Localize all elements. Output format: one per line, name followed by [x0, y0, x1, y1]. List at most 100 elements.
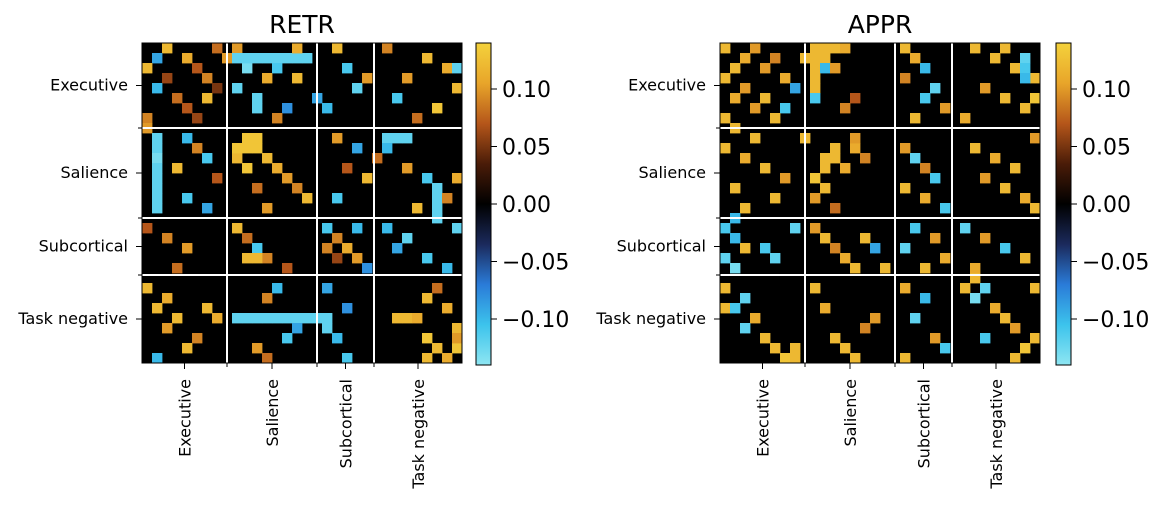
- heatmap-cell: [1000, 313, 1011, 324]
- heatmap-cell: [442, 353, 453, 364]
- heatmap-cell: [242, 233, 253, 244]
- heatmap-cell: [790, 83, 801, 94]
- heatmap-cell: [830, 203, 841, 214]
- heatmap-cell: [212, 43, 223, 54]
- heatmap-cell: [1030, 203, 1041, 214]
- heatmap-cell: [342, 163, 353, 174]
- heatmap-cell: [900, 243, 911, 254]
- heatmap-cell: [142, 283, 153, 294]
- heatmap-cell: [770, 53, 781, 64]
- heatmap-cell: [202, 153, 213, 164]
- heatmap-cell: [770, 253, 781, 264]
- heatmap-cell: [362, 263, 373, 274]
- heatmap-cell: [980, 83, 991, 94]
- heatmap-cell: [152, 303, 163, 314]
- heatmap-cell: [422, 253, 433, 264]
- heatmap-cell: [412, 313, 423, 324]
- heatmap-cell: [152, 153, 163, 164]
- heatmap-cell: [282, 53, 293, 64]
- heatmap-cell: [442, 303, 453, 314]
- heatmap-cell: [282, 313, 293, 324]
- heatmap-cell: [322, 313, 333, 324]
- heatmap-cell: [182, 133, 193, 144]
- heatmap-cell: [432, 193, 443, 204]
- heatmap-cell: [750, 133, 761, 144]
- heatmap-cell: [850, 143, 861, 154]
- heatmap-cell: [342, 353, 353, 364]
- heatmap-cell: [730, 63, 741, 74]
- heatmap-cell: [1000, 93, 1011, 104]
- heatmap-cell: [322, 283, 333, 294]
- heatmap-cell: [252, 93, 263, 104]
- heatmap-cell: [790, 343, 801, 354]
- heatmap-cell: [412, 203, 423, 214]
- colorbar: [1055, 42, 1072, 366]
- heatmap-cell: [1010, 63, 1021, 74]
- heatmap-cell: [840, 163, 851, 174]
- heatmap-cell: [970, 263, 981, 274]
- heatmap-cell: [262, 153, 273, 164]
- heatmap-cell: [770, 193, 781, 204]
- heatmap-cell: [1030, 73, 1041, 84]
- heatmap-cell: [252, 313, 263, 324]
- heatmap-cell: [332, 233, 343, 244]
- heatmap-cell: [452, 63, 463, 74]
- heatmap-cell: [352, 253, 363, 264]
- heatmap-cell: [970, 273, 981, 284]
- heatmap-cell: [402, 133, 413, 144]
- heatmap-cell: [212, 313, 223, 324]
- heatmap-cell: [970, 293, 981, 304]
- heatmap-cell: [720, 223, 731, 234]
- heatmap-cell: [900, 353, 911, 364]
- heatmap-cell: [920, 63, 931, 74]
- heatmap-cell: [1020, 63, 1031, 74]
- heatmap-cell: [810, 83, 821, 94]
- heatmap-cell: [760, 163, 771, 174]
- heatmap-cell: [322, 103, 333, 114]
- heatmap-cell: [392, 243, 403, 254]
- heatmap-cell: [332, 333, 343, 344]
- heatmap-cell: [1020, 73, 1031, 84]
- heatmap-cell: [332, 253, 343, 264]
- heatmap-cell: [990, 303, 1001, 314]
- chart-title: RETR: [269, 10, 335, 39]
- heatmap-cell: [810, 93, 821, 104]
- heatmap-cell: [920, 263, 931, 274]
- heatmap-cell: [262, 73, 273, 84]
- heatmap-cell: [850, 353, 861, 364]
- heatmap-cell: [850, 263, 861, 274]
- heatmap-cell: [272, 313, 283, 324]
- heatmap-cell: [820, 53, 831, 64]
- y-tick-label: Subcortical: [39, 237, 128, 256]
- heatmap-cell: [870, 243, 881, 254]
- heatmap-cell: [272, 53, 283, 64]
- heatmap-cell: [232, 83, 243, 94]
- heatmap-cell: [172, 163, 183, 174]
- heatmap-cell: [342, 303, 353, 314]
- heatmap-cell: [1030, 133, 1041, 144]
- heatmap-cell: [900, 283, 911, 294]
- x-tick-label: Subcortical: [915, 379, 934, 468]
- heatmap-cell: [740, 153, 751, 164]
- heatmap-cell: [432, 203, 443, 214]
- heatmap-cell: [252, 143, 263, 154]
- heatmap-cell: [202, 93, 213, 104]
- heatmap-cell: [830, 43, 841, 54]
- heatmap-cell: [232, 53, 243, 64]
- heatmap-cell: [830, 153, 841, 164]
- heatmap-cell: [730, 263, 741, 274]
- heatmap-cell: [930, 333, 941, 344]
- heatmap-cell: [840, 103, 851, 114]
- heatmap-cell: [920, 93, 931, 104]
- heatmap-cell: [910, 153, 921, 164]
- colorbar-tick-label: 0.05: [1082, 136, 1131, 161]
- heatmap-cell: [900, 143, 911, 154]
- heatmap-cell: [262, 253, 273, 264]
- heatmap-cell: [322, 243, 333, 254]
- heatmap-cell: [990, 53, 1001, 64]
- heatmap-cell: [182, 193, 193, 204]
- heatmap-cell: [432, 183, 443, 194]
- heatmap-cell: [1010, 323, 1021, 334]
- heatmap-cell: [970, 143, 981, 154]
